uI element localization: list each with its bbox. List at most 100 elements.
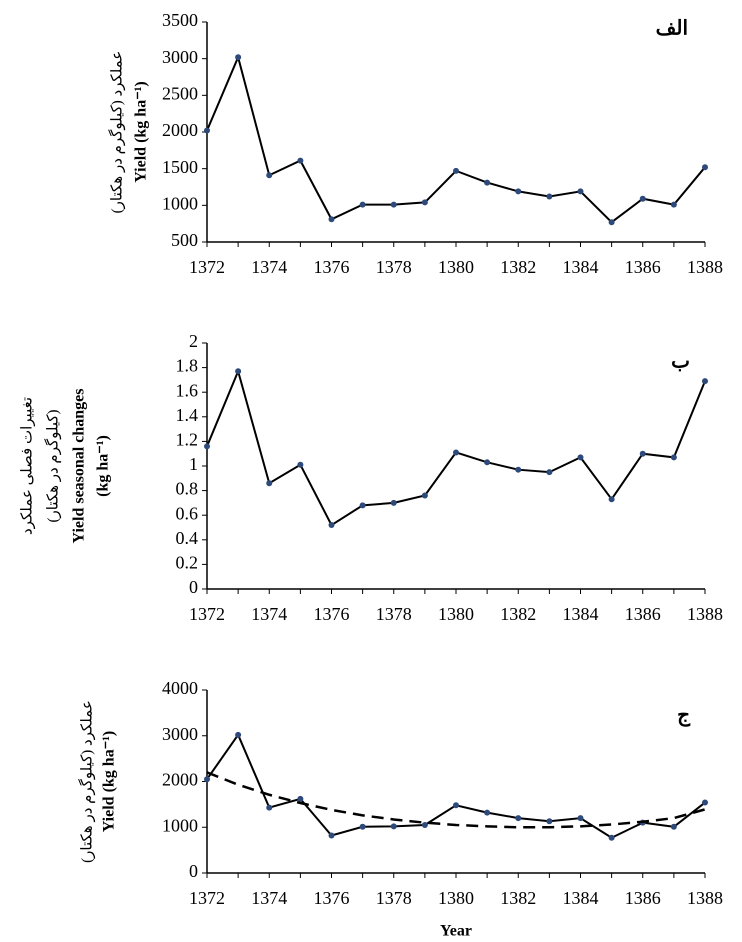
x-axis-label: Year (440, 923, 472, 940)
y-tick-label: 1.6 (176, 380, 199, 400)
x-tick-label: 1386 (625, 888, 661, 908)
data-point (453, 802, 459, 809)
y-tick-label: 2000 (162, 120, 198, 140)
x-tick-label: 1372 (189, 257, 225, 277)
data-point (453, 167, 459, 174)
trend-line (206, 771, 706, 829)
data-point (484, 809, 491, 816)
data-point (515, 815, 522, 822)
data-point (670, 823, 677, 830)
data-point (577, 188, 584, 195)
x-tick-label: 1374 (251, 257, 287, 277)
y-tick-label: 1 (189, 454, 198, 474)
data-point (266, 480, 273, 487)
data-point (639, 450, 646, 457)
data-point (702, 378, 708, 385)
x-tick-label: 1378 (376, 888, 412, 908)
y-axis-label: Yield seasonal changes (71, 389, 88, 544)
chart-title: ج (677, 705, 691, 728)
x-tick-label: 1384 (563, 257, 599, 277)
data-point (204, 776, 210, 783)
data-point (235, 368, 242, 375)
y-axis-label: (کیلوگرم در هکتار) (43, 409, 61, 522)
data-point (328, 832, 335, 839)
data-point (328, 216, 335, 223)
data-point (204, 127, 210, 134)
y-tick-label: 1000 (162, 815, 198, 835)
y-tick-label: 2500 (162, 83, 198, 103)
y-axis-label: Yield (kg ha⁻¹) (133, 81, 150, 183)
data-point (702, 799, 708, 806)
x-tick-label: 1386 (625, 257, 661, 277)
y-tick-label: 3000 (162, 47, 198, 67)
data-line (206, 54, 706, 224)
data-point (390, 201, 397, 208)
y-tick-label: 2000 (162, 770, 198, 790)
data-point (670, 201, 677, 208)
data-point (484, 459, 491, 466)
x-tick-label: 1372 (189, 888, 225, 908)
y-axis-label: تغییرات فصلی عملکرد (19, 397, 35, 535)
x-tick-label: 1378 (376, 257, 412, 277)
x-tick-label: 1388 (687, 604, 723, 624)
x-tick-label: 1380 (438, 257, 474, 277)
x-tick-label: 1388 (687, 888, 723, 908)
x-tick-label: 1374 (251, 604, 287, 624)
data-point (359, 201, 366, 208)
data-point (359, 502, 366, 509)
data-point (515, 188, 522, 195)
y-axis-label: عملکرد (کیلوگرم در هکتار) (77, 700, 95, 863)
data-point (266, 804, 273, 811)
data-line (206, 732, 706, 839)
x-tick-label: 1388 (687, 257, 723, 277)
y-tick-label: 4000 (162, 678, 198, 698)
y-tick-label: 0 (189, 861, 198, 881)
x-tick-label: 1380 (438, 888, 474, 908)
y-tick-label: 1500 (162, 157, 198, 177)
chart-title: ب (671, 351, 690, 373)
x-tick-label: 1380 (438, 604, 474, 624)
y-tick-label: 0 (189, 577, 198, 597)
y-tick-label: 1.2 (176, 430, 199, 450)
data-point (577, 815, 584, 822)
y-tick-label: 0.2 (176, 553, 199, 573)
data-point (546, 193, 553, 200)
x-tick-label: 1382 (500, 888, 536, 908)
y-axis-label: (kg ha⁻¹) (95, 435, 112, 497)
x-tick-label: 1376 (314, 604, 350, 624)
data-point (608, 496, 615, 503)
y-tick-label: 2 (189, 331, 198, 351)
data-point (328, 522, 335, 529)
data-point (359, 823, 366, 830)
data-point (421, 821, 428, 828)
y-tick-label: 1000 (162, 193, 198, 213)
y-tick-label: 0.8 (176, 479, 199, 499)
y-tick-label: 500 (171, 230, 198, 250)
x-tick-label: 1376 (314, 888, 350, 908)
data-point (421, 492, 428, 499)
y-tick-label: 0.6 (176, 503, 199, 523)
x-tick-label: 1384 (563, 888, 599, 908)
data-point (204, 443, 210, 450)
x-tick-label: 1376 (314, 257, 350, 277)
data-point (235, 731, 242, 738)
data-line (206, 368, 706, 527)
data-point (297, 157, 304, 164)
data-point (702, 164, 708, 171)
x-tick-label: 1386 (625, 604, 661, 624)
x-tick-label: 1372 (189, 604, 225, 624)
y-tick-label: 3500 (162, 10, 198, 30)
data-point (484, 179, 491, 186)
data-point (608, 219, 615, 226)
data-point (235, 54, 242, 61)
data-point (577, 454, 584, 461)
data-point (639, 195, 646, 202)
data-point (453, 449, 459, 456)
x-tick-label: 1378 (376, 604, 412, 624)
y-tick-label: 3000 (162, 724, 198, 744)
x-tick-label: 1382 (500, 604, 536, 624)
chart-title: الف (656, 18, 688, 40)
y-axis-label: عملکرد (کیلوگرم در هکتار) (107, 51, 125, 214)
x-tick-label: 1382 (500, 257, 536, 277)
